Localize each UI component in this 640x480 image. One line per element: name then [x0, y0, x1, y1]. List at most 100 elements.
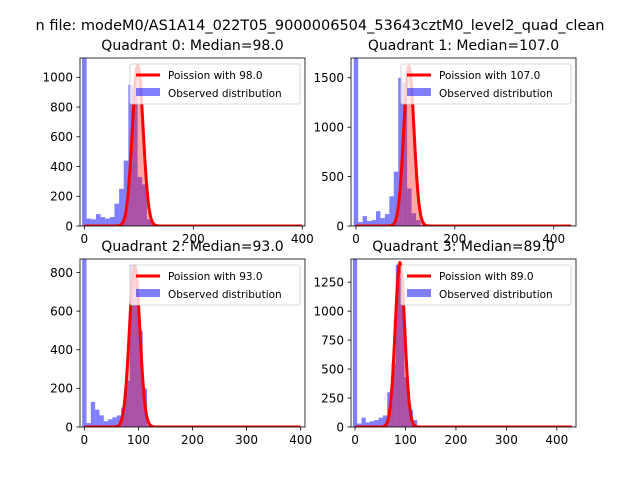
y-tick-label: 0 — [65, 219, 73, 233]
x-tick-label: 200 — [182, 232, 205, 246]
y-tick-label: 600 — [50, 304, 73, 318]
poisson-curve — [354, 261, 573, 427]
panel-quadrant-0: 0 200 400 0 200 400 600 800 1000 Quadrant 0: Medi… — [42, 38, 313, 246]
y-tick-label: 0 — [65, 420, 73, 434]
observed-bar — [129, 264, 135, 427]
panel-quadrant-1: 0 200 400 0 500 1000 1500 Quadrant 1: Median=10… — [313, 38, 577, 246]
panel-quadrant-2: 0 100 200 300 400 0 200 400 600 800 Quadrant 2: Me… — [50, 239, 312, 447]
observed-bar — [374, 420, 379, 427]
x-tick-label: 400 — [542, 232, 565, 246]
y-tick-label: 200 — [50, 190, 73, 204]
observed-bar — [137, 176, 143, 226]
x-tick-label: 0 — [81, 232, 89, 246]
plot-area — [82, 259, 302, 427]
observed-bar — [132, 92, 138, 226]
plot-area — [353, 58, 572, 226]
observed-bar — [391, 363, 396, 427]
legend-observed-label: Observed distribution — [168, 289, 282, 301]
legend: Poission with 107.0 Observed distribution — [400, 63, 572, 105]
legend-observed-swatch — [407, 289, 431, 297]
panel-title: Quadrant 1: Median=107.0 — [368, 38, 559, 54]
axes-frame — [350, 258, 577, 428]
observed-bar — [393, 171, 399, 226]
poisson-curve — [83, 264, 302, 427]
observed-bar — [119, 188, 124, 226]
y-tick-label: 1000 — [313, 304, 344, 318]
legend-observed-label: Observed distribution — [439, 88, 553, 100]
observed-bar — [352, 259, 358, 427]
x-tick-label: 100 — [394, 433, 417, 447]
x-tick-label: 0 — [81, 433, 89, 447]
plot-area — [82, 58, 304, 226]
observed-bar — [353, 58, 359, 226]
y-tick-label: 0 — [336, 420, 344, 434]
observed-bar — [99, 415, 104, 427]
legend-poisson-label: Poission with 89.0 — [439, 271, 534, 283]
observed-bar — [91, 219, 96, 226]
observed-bar — [109, 217, 115, 226]
legend-poisson-label: Poission with 107.0 — [439, 70, 540, 82]
panel-quadrant-3: 0 100 200 300 400 0 250 500 750 1000 1250 Quadrant … — [313, 239, 577, 447]
y-tick-label: 1250 — [313, 275, 344, 289]
observed-bar — [114, 203, 120, 226]
y-tick-label: 800 — [50, 266, 73, 280]
x-tick-label: 0 — [352, 232, 360, 246]
observed-bar — [389, 196, 394, 226]
observed-bar — [411, 213, 417, 226]
observed-bar — [365, 422, 371, 427]
x-tick-label: 300 — [235, 433, 258, 447]
y-tick-label: 500 — [321, 362, 344, 376]
observed-bar — [95, 214, 101, 226]
observed-bar — [361, 417, 366, 427]
x-tick-label: 400 — [289, 433, 312, 447]
y-tick-label: 250 — [321, 391, 344, 405]
y-tick-label: 400 — [50, 160, 73, 174]
y-tick-label: 400 — [50, 343, 73, 357]
y-tick-label: 1000 — [42, 71, 73, 85]
observed-bar — [371, 220, 376, 226]
observed-bar — [134, 272, 139, 427]
observed-bar — [105, 218, 110, 226]
legend-box — [400, 264, 572, 306]
axes-frame — [350, 57, 577, 227]
legend-box — [129, 63, 301, 105]
observed-bar — [100, 217, 106, 226]
observed-bar — [404, 377, 409, 427]
y-tick-label: 1000 — [313, 120, 344, 134]
observed-bar — [123, 160, 129, 226]
legend: Poission with 89.0 Observed distribution — [400, 264, 572, 306]
legend-observed-swatch — [136, 88, 160, 96]
observed-bar — [416, 220, 421, 226]
observed-bar — [398, 77, 403, 226]
observed-bar — [362, 216, 368, 226]
x-tick-label: 400 — [291, 232, 314, 246]
observed-bar — [90, 401, 96, 427]
observed-bar — [86, 423, 91, 427]
x-tick-label: 300 — [495, 433, 518, 447]
observed-bar — [407, 188, 412, 226]
y-tick-label: 800 — [50, 100, 73, 114]
observed-bar — [382, 415, 388, 427]
observed-bar — [357, 423, 362, 427]
legend-poisson-label: Poission with 93.0 — [168, 271, 263, 283]
x-tick-label: 100 — [127, 433, 150, 447]
observed-bar — [116, 415, 122, 427]
observed-bar — [108, 419, 113, 427]
observed-bar — [420, 225, 425, 226]
observed-bar — [125, 380, 130, 427]
y-tick-label: 1500 — [313, 71, 344, 85]
legend-observed-label: Observed distribution — [439, 289, 553, 301]
x-tick-label: 200 — [443, 232, 466, 246]
figure-suptitle: n file: modeM0/AS1A14_022T05_9000006504_… — [36, 18, 605, 34]
legend: Poission with 98.0 Observed distribution — [129, 63, 301, 105]
observed-bar — [400, 276, 405, 427]
axes-frame — [79, 57, 306, 227]
observed-bar — [380, 218, 385, 226]
y-tick-label: 500 — [321, 170, 344, 184]
observed-bar — [378, 417, 383, 427]
panel-title: Quadrant 0: Median=98.0 — [101, 38, 283, 54]
legend: Poission with 93.0 Observed distribution — [129, 264, 301, 306]
x-tick-label: 200 — [444, 433, 467, 447]
observed-bar — [112, 417, 117, 427]
